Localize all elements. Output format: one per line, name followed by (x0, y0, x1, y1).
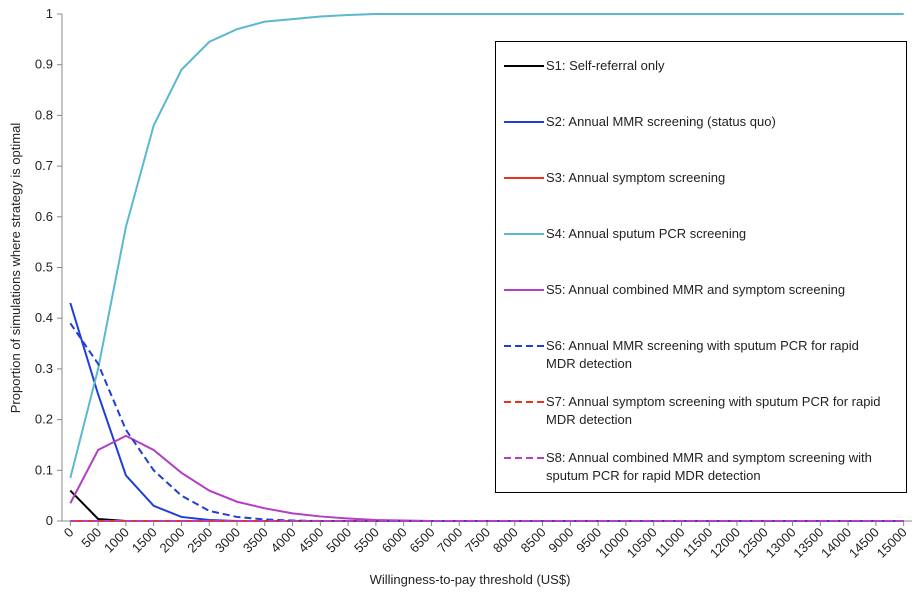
legend-swatch (504, 121, 544, 123)
y-tick-label: 0.2 (35, 412, 53, 427)
x-tick-label: 15000 (874, 525, 910, 561)
x-tick-label: 6500 (407, 525, 438, 556)
x-tick-label: 4500 (295, 525, 326, 556)
legend-swatch (504, 345, 544, 347)
x-tick-label: 14500 (846, 525, 882, 561)
legend-swatch (504, 177, 544, 179)
legend-label: S5: Annual combined MMR and symptom scre… (546, 282, 846, 297)
x-tick-label: 12000 (707, 525, 743, 561)
series-line (69, 489, 904, 522)
y-tick-label: 0.5 (35, 260, 53, 275)
x-tick-label: 2500 (184, 525, 215, 556)
legend-swatch (504, 401, 544, 403)
y-tick-label: 0 (46, 513, 53, 528)
x-tick-label: 11500 (680, 525, 715, 560)
y-tick-label: 0.4 (35, 310, 53, 325)
legend-label: S3: Annual symptom screening (546, 170, 726, 185)
legend: S1: Self-referral only S2: Annual MMR scr… (495, 41, 907, 493)
x-tick-label: 2000 (157, 525, 188, 556)
x-tick-label: 4000 (268, 525, 299, 556)
x-tick-label: 10500 (624, 525, 660, 561)
legend-label: S6: Annual MMR screening with sputum PCR… (546, 338, 859, 371)
x-tick-label: 7500 (462, 525, 493, 556)
legend-swatch (504, 233, 544, 235)
x-tick-label: 12500 (735, 525, 771, 561)
legend-swatch (504, 457, 544, 459)
legend-label: S7: Annual symptom screening with sputum… (546, 394, 881, 427)
y-tick-label: 0.9 (35, 57, 53, 72)
x-tick-label: 5000 (323, 525, 354, 556)
y-tick-label: 0.3 (35, 361, 53, 376)
y-tick-label: 0.1 (35, 462, 53, 477)
x-tick-label: 3500 (240, 525, 271, 556)
legend-label: S2: Annual MMR screening (status quo) (546, 114, 776, 129)
y-tick-label: 0.6 (35, 209, 53, 224)
y-tick-label: 1 (46, 6, 53, 21)
legend-label: S4: Annual sputum PCR screening (546, 226, 747, 241)
y-tick-label: 0.8 (35, 107, 53, 122)
x-tick-label: 8500 (518, 525, 549, 556)
series-line (69, 13, 904, 479)
x-tick-label: 1500 (129, 525, 160, 556)
x-tick-label: 6000 (379, 525, 410, 556)
x-tick-label: 13000 (763, 525, 799, 561)
legend-swatch (504, 65, 544, 67)
x-axis-label: Willingness-to-pay threshold (US$) (370, 572, 571, 587)
legend-label: S8: Annual combined MMR and symptom scre… (546, 450, 872, 483)
legend-label: S1: Self-referral only (546, 58, 665, 73)
x-tick-label: 9000 (545, 525, 576, 556)
x-tick-label: 0 (61, 525, 77, 541)
x-tick-label: 13500 (790, 525, 826, 561)
x-tick-label: 500 (78, 525, 104, 551)
y-tick-label: 0.7 (35, 158, 53, 173)
x-tick-label: 14000 (818, 525, 854, 561)
x-tick-label: 1000 (101, 525, 132, 556)
x-tick-label: 10000 (596, 525, 632, 561)
y-axis-label: Proportion of simulations where strategy… (8, 123, 23, 414)
x-tick-label: 5500 (351, 525, 382, 556)
x-tick-label: 3000 (212, 525, 243, 556)
x-tick-label: 7000 (434, 525, 465, 556)
x-tick-label: 8000 (490, 525, 521, 556)
legend-swatch (504, 289, 544, 291)
x-tick-label: 11000 (652, 525, 687, 560)
